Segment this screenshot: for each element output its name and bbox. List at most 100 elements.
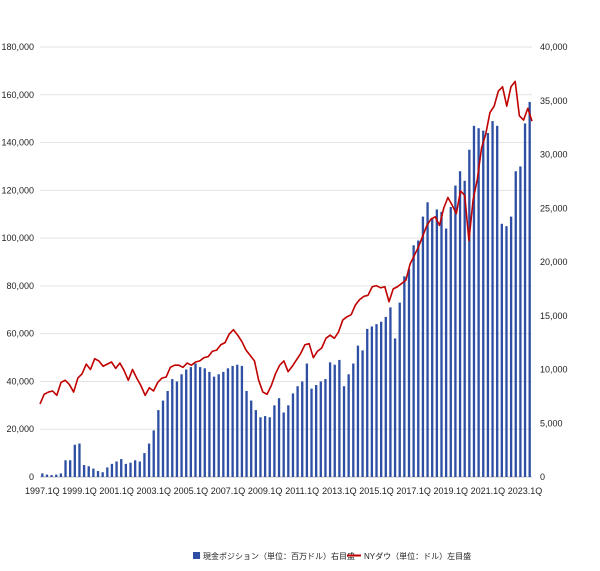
cash-bar bbox=[384, 316, 387, 477]
cash-bar bbox=[171, 379, 174, 477]
cash-bar bbox=[69, 460, 72, 477]
x-tick-label: 2019.1Q bbox=[434, 486, 469, 496]
cash-bar bbox=[426, 202, 429, 477]
cash-bar bbox=[212, 376, 216, 477]
left-tick-label: 180,000 bbox=[1, 42, 34, 52]
cash-bar bbox=[468, 149, 471, 477]
cash-bar bbox=[366, 328, 369, 477]
cash-bar bbox=[133, 460, 137, 477]
x-tick-label: 2001.1Q bbox=[99, 486, 134, 496]
cash-bar bbox=[496, 125, 499, 477]
cash-bar bbox=[352, 363, 355, 477]
cash-bar bbox=[194, 363, 197, 477]
cash-bar bbox=[78, 443, 81, 477]
x-tick-label: 2017.1Q bbox=[396, 486, 431, 496]
cash-bar bbox=[120, 459, 123, 477]
cash-bar bbox=[477, 128, 480, 477]
x-tick-label: 2021.1Q bbox=[471, 486, 506, 496]
cash-bar bbox=[338, 359, 341, 477]
cash-bar bbox=[282, 412, 285, 477]
cash-bar bbox=[431, 219, 434, 477]
cash-bar bbox=[161, 400, 165, 477]
cash-bar bbox=[375, 324, 378, 477]
cash-bar bbox=[198, 367, 202, 477]
cash-bar bbox=[110, 463, 114, 477]
legend: 現金ポジション（単位：百万ドル）右目盛 NYダウ（単位：ドル）左目盛 bbox=[193, 551, 471, 561]
cash-bar bbox=[106, 467, 109, 477]
left-tick-label: 80,000 bbox=[6, 281, 34, 291]
cash-bar bbox=[129, 462, 132, 477]
cash-bar bbox=[361, 350, 364, 477]
cash-bar bbox=[180, 374, 183, 477]
cash-bar bbox=[87, 466, 90, 477]
right-tick-label: 25,000 bbox=[540, 203, 568, 213]
cash-bar bbox=[412, 245, 415, 477]
cash-bar bbox=[449, 207, 452, 477]
cash-bar bbox=[259, 417, 262, 477]
cash-bar bbox=[138, 461, 141, 477]
cash-bar bbox=[143, 453, 146, 477]
cash-bar bbox=[41, 473, 44, 477]
x-tick-label: 1999.1Q bbox=[62, 486, 97, 496]
cash-bar bbox=[45, 474, 49, 477]
cash-bar bbox=[73, 444, 76, 477]
cash-bar bbox=[208, 371, 211, 477]
cash-bar bbox=[301, 381, 304, 477]
x-axis-ticks: 1997.1Q 1999.1Q 2001.1Q 2003.1Q 2005.1Q 2007.… bbox=[25, 486, 542, 496]
cash-bar bbox=[217, 374, 220, 477]
cash-bar bbox=[147, 443, 151, 477]
cash-bar bbox=[203, 368, 206, 477]
cash-bar bbox=[175, 381, 179, 477]
cash-bar bbox=[356, 345, 360, 477]
cash-bar bbox=[491, 121, 494, 477]
cash-bar bbox=[417, 240, 420, 477]
legend-label-line: NYダウ（単位：ドル）左目盛 bbox=[364, 551, 471, 561]
cash-bar bbox=[92, 468, 95, 477]
cash-position-bars bbox=[41, 101, 531, 478]
cash-bar bbox=[509, 216, 513, 478]
cash-bar bbox=[333, 364, 336, 477]
cash-bar bbox=[505, 226, 508, 477]
cash-bar bbox=[59, 473, 63, 477]
cash-bar bbox=[379, 321, 383, 477]
cash-bar bbox=[236, 364, 239, 477]
x-tick-label: 2023.1Q bbox=[508, 486, 543, 496]
cash-bar bbox=[454, 185, 457, 477]
cash-bar bbox=[514, 171, 517, 477]
cash-bar bbox=[421, 216, 425, 478]
cash-bar bbox=[458, 171, 462, 477]
cash-bar bbox=[273, 405, 276, 477]
right-tick-label: 0 bbox=[540, 472, 545, 482]
left-tick-label: 160,000 bbox=[1, 90, 34, 100]
cash-bar bbox=[296, 386, 299, 477]
gridlines bbox=[40, 46, 532, 478]
left-axis-ticks: 0 20,000 40,000 60,000 80,000 100,000 120,000 1… bbox=[1, 42, 34, 482]
cash-bar bbox=[124, 463, 128, 477]
cash-bar bbox=[324, 379, 327, 477]
cash-bar bbox=[263, 416, 267, 477]
cash-bar bbox=[245, 391, 248, 477]
cash-bar bbox=[305, 363, 309, 477]
cash-bar bbox=[440, 211, 443, 477]
left-tick-label: 140,000 bbox=[1, 138, 34, 148]
right-tick-label: 40,000 bbox=[540, 42, 568, 52]
cash-bar bbox=[523, 123, 527, 477]
left-tick-label: 120,000 bbox=[1, 185, 34, 195]
cash-bar bbox=[254, 410, 257, 477]
left-tick-label: 100,000 bbox=[1, 233, 34, 243]
cash-bar bbox=[55, 474, 58, 477]
cash-bar bbox=[101, 472, 104, 477]
right-axis-ticks: 0 5,000 10,000 15,000 20,000 25,000 30,000 35,0… bbox=[540, 42, 568, 482]
cash-bar bbox=[398, 302, 401, 477]
cash-bar bbox=[328, 362, 332, 477]
left-tick-label: 20,000 bbox=[6, 424, 34, 434]
x-tick-label: 1997.1Q bbox=[25, 486, 60, 496]
x-tick-label: 2003.1Q bbox=[136, 486, 171, 496]
cash-bar bbox=[226, 368, 230, 477]
x-tick-label: 2011.1Q bbox=[285, 486, 319, 496]
cash-bar bbox=[528, 101, 531, 477]
cash-bar bbox=[407, 269, 411, 477]
cash-bar bbox=[482, 130, 485, 478]
cash-bar bbox=[486, 133, 490, 477]
